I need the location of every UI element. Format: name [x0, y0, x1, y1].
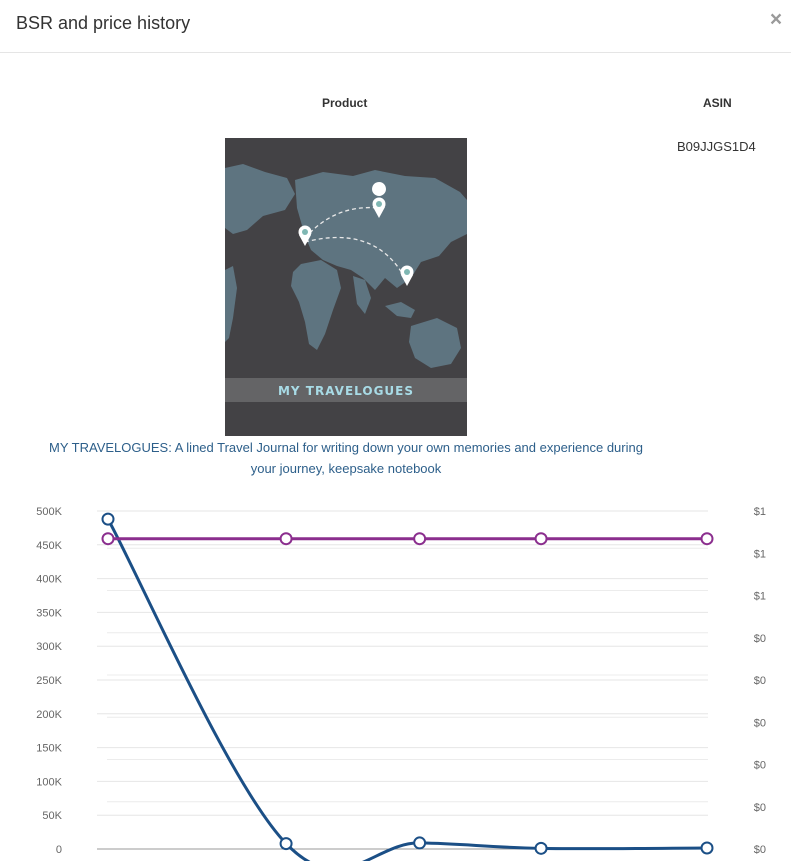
- y-right-tick-label: $0: [754, 633, 766, 645]
- bsr-price-chart: 0 50K 100K 150K 200K 250K 300K 350K 400K 450K 500K…: [0, 495, 791, 861]
- price-data-point: [700, 532, 714, 546]
- y-right-tick-label: $0: [754, 760, 766, 772]
- bsr-data-point: [534, 841, 548, 855]
- price-data-point: [534, 532, 548, 546]
- product-image[interactable]: MY TRAVELOGUES: [225, 138, 467, 436]
- book-cover-art: MY TRAVELOGUES: [225, 138, 467, 436]
- bsr-data-point: [279, 837, 293, 851]
- bsr-data-point: [413, 836, 427, 850]
- y-right-tick-label: $0: [754, 675, 766, 687]
- y-left-tick-label: 500K: [36, 506, 62, 518]
- modal-header: BSR and price history ×: [0, 0, 791, 53]
- y-left-tick-label: 50K: [42, 810, 62, 822]
- y-left-tick-label: 200K: [36, 709, 62, 721]
- y-right-tick-label: $0: [754, 802, 766, 814]
- y-left-tick-label: 400K: [36, 574, 62, 586]
- y-right-tick-label: $0: [754, 717, 766, 729]
- y-left-tick-label: 250K: [36, 675, 62, 687]
- close-button[interactable]: ×: [764, 8, 788, 32]
- y-right-tick-label: $1: [754, 548, 766, 560]
- y-left-tick-label: 300K: [36, 641, 62, 653]
- price-data-point: [413, 532, 427, 546]
- product-title-link[interactable]: MY TRAVELOGUES: A lined Travel Journal f…: [49, 440, 643, 476]
- y-left-tick-label: 0: [56, 844, 62, 856]
- product-column-header: Product: [322, 96, 368, 110]
- bsr-data-point: [101, 512, 115, 526]
- modal-title: BSR and price history: [16, 13, 191, 33]
- y-right-tick-label: $0: [754, 844, 766, 856]
- price-data-point: [279, 532, 293, 546]
- bsr-series-line: [106, 518, 708, 861]
- asin-value: B09JJGS1D4: [677, 139, 756, 154]
- y-right-tick-label: $1: [754, 591, 766, 603]
- asin-column-header: ASIN: [703, 96, 732, 110]
- price-data-point: [101, 532, 115, 546]
- book-cover-title: MY TRAVELOGUES: [278, 384, 414, 398]
- y-right-tick-label: $1: [754, 506, 766, 518]
- y-left-tick-label: 450K: [36, 540, 62, 552]
- y-left-tick-label: 150K: [36, 743, 62, 755]
- y-left-tick-label: 350K: [36, 607, 62, 619]
- chart-svg: 0 50K 100K 150K 200K 250K 300K 350K 400K 450K 500K…: [36, 506, 766, 861]
- bsr-data-point: [700, 841, 714, 855]
- y-left-tick-label: 100K: [36, 776, 62, 788]
